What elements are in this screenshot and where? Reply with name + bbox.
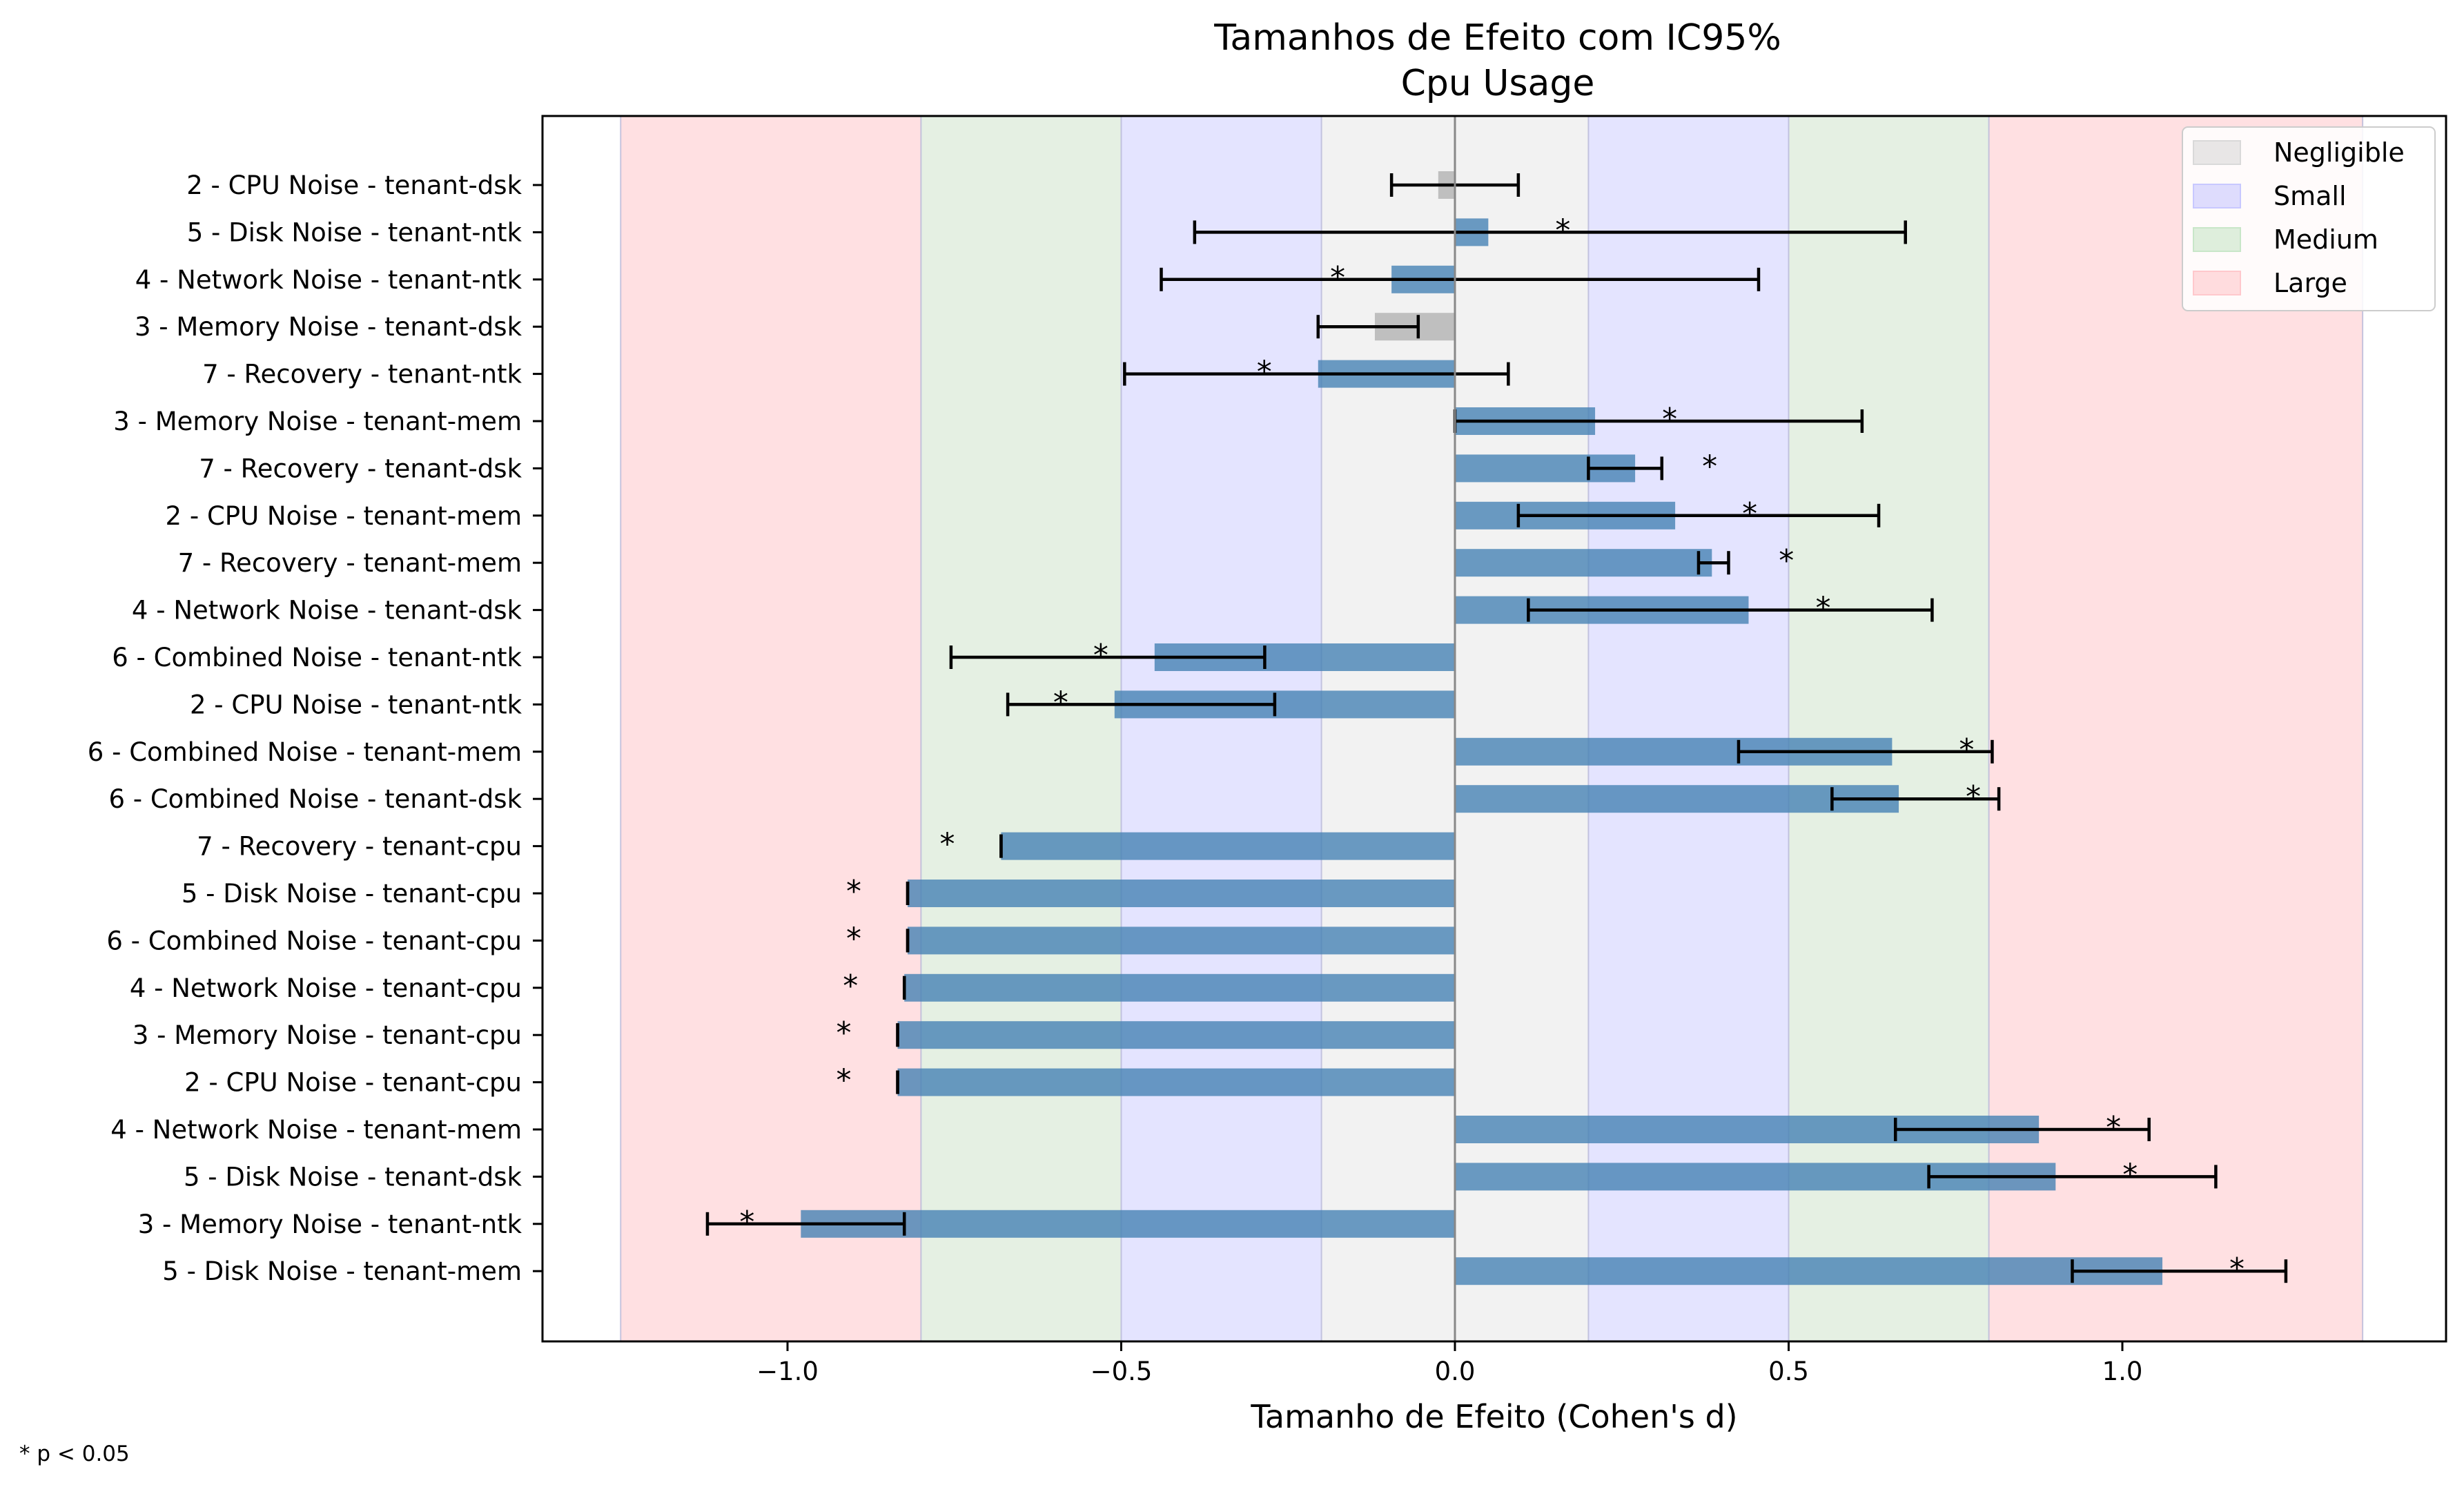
- x-axis: −1.0 −0.5 0.0 0.5 1.0: [756, 1341, 2142, 1386]
- x-tick-label: 1.0: [2102, 1357, 2143, 1386]
- y-tick-label: 3 - Memory Noise - tenant-mem: [113, 407, 522, 436]
- y-tick-label: 3 - Memory Noise - tenant-ntk: [138, 1210, 522, 1239]
- significance-asterisk: *: [1702, 449, 1717, 484]
- effect-bands: [620, 116, 2364, 1341]
- chart-subtitle: Cpu Usage: [1401, 63, 1595, 104]
- band-small: [1588, 116, 1789, 1341]
- legend-swatch-medium: [2193, 227, 2241, 252]
- significance-asterisk: *: [846, 921, 861, 956]
- y-tick-label: 5 - Disk Noise - tenant-cpu: [182, 879, 522, 909]
- y-tick-label: 6 - Combined Noise - tenant-dsk: [108, 784, 522, 814]
- y-tick-label: 2 - CPU Noise - tenant-mem: [166, 501, 522, 531]
- y-tick-label: 6 - Combined Noise - tenant-cpu: [106, 926, 522, 955]
- bar: [801, 1210, 1455, 1238]
- legend: Negligible Small Medium Large: [2182, 126, 2436, 311]
- y-tick-label: 7 - Recovery - tenant-cpu: [197, 832, 522, 862]
- legend-swatch-large: [2193, 271, 2241, 295]
- bars: [801, 171, 2163, 1285]
- bar: [1455, 1257, 2163, 1285]
- x-tick-label: −1.0: [756, 1357, 819, 1386]
- significance-markers: **********************: [739, 213, 2245, 1287]
- significance-asterisk: *: [1555, 213, 1570, 248]
- y-tick-label: 4 - Network Noise - tenant-dsk: [132, 596, 522, 625]
- band-medium: [921, 116, 1122, 1341]
- significance-asterisk: *: [1742, 496, 1757, 532]
- significance-asterisk: *: [1053, 685, 1068, 720]
- y-tick-label: 4 - Network Noise - tenant-cpu: [130, 973, 522, 1003]
- significance-asterisk: *: [2106, 1110, 2121, 1145]
- significance-asterisk: *: [846, 874, 861, 909]
- significance-footnote: * p < 0.05: [19, 1442, 130, 1466]
- y-tick-label: 4 - Network Noise - tenant-mem: [110, 1115, 522, 1145]
- bar: [904, 973, 1455, 1002]
- legend-label-medium: Medium: [2274, 224, 2378, 255]
- plot-frame: [541, 115, 2447, 1343]
- band-medium: [1788, 116, 1989, 1341]
- bar: [897, 1021, 1455, 1049]
- y-tick-label: 7 - Recovery - tenant-ntk: [202, 360, 522, 389]
- y-tick-label: 5 - Disk Noise - tenant-dsk: [184, 1162, 522, 1192]
- significance-asterisk: *: [2229, 1252, 2245, 1287]
- y-tick-label: 6 - Combined Noise - tenant-mem: [88, 737, 522, 767]
- legend-label-large: Large: [2274, 268, 2347, 298]
- x-tick-label: 0.0: [1435, 1357, 1476, 1386]
- significance-asterisk: *: [1662, 402, 1677, 437]
- significance-asterisk: *: [1779, 543, 1794, 579]
- band-small: [1121, 116, 1322, 1341]
- confidence-intervals: [705, 173, 2288, 1283]
- y-tick-label: 2 - CPU Noise - tenant-dsk: [186, 171, 522, 200]
- legend-swatch-small: [2193, 184, 2241, 208]
- y-tick-label: 3 - Memory Noise - tenant-dsk: [135, 312, 522, 342]
- significance-asterisk: *: [739, 1205, 754, 1240]
- chart-title: Tamanhos de Efeito com IC95%: [1213, 17, 1781, 59]
- band-large: [620, 116, 921, 1341]
- significance-asterisk: *: [2122, 1157, 2138, 1192]
- bar: [908, 880, 1455, 907]
- x-tick-label: −0.5: [1091, 1357, 1153, 1386]
- significance-asterisk: *: [837, 1063, 852, 1098]
- significance-asterisk: *: [1966, 779, 1981, 815]
- significance-asterisk: *: [837, 1016, 852, 1051]
- bar: [908, 926, 1455, 955]
- y-tick-label: 7 - Recovery - tenant-dsk: [199, 454, 522, 483]
- band-large: [1988, 116, 2363, 1341]
- y-axis: 2 - CPU Noise - tenant-dsk 5 - Disk Noise…: [88, 171, 542, 1286]
- y-tick-label: 2 - CPU Noise - tenant-ntk: [190, 690, 522, 719]
- significance-asterisk: *: [1330, 260, 1345, 295]
- y-tick-label: 3 - Memory Noise - tenant-cpu: [133, 1020, 522, 1050]
- significance-asterisk: *: [1815, 591, 1830, 626]
- y-tick-label: 4 - Network Noise - tenant-ntk: [135, 265, 522, 295]
- legend-label-negligible: Negligible: [2274, 137, 2405, 168]
- bar: [1455, 549, 1712, 577]
- bar: [1001, 832, 1455, 860]
- bar: [897, 1068, 1455, 1096]
- significance-asterisk: *: [1959, 732, 1974, 768]
- legend-label-small: Small: [2274, 181, 2347, 211]
- significance-asterisk: *: [1257, 355, 1272, 390]
- significance-asterisk: *: [939, 827, 955, 862]
- x-axis-label: Tamanho de Efeito (Cohen's d): [1250, 1398, 1737, 1435]
- y-tick-label: 7 - Recovery - tenant-mem: [178, 548, 522, 578]
- significance-asterisk: *: [1093, 638, 1108, 673]
- bar: [1455, 785, 1899, 813]
- y-tick-label: 5 - Disk Noise - tenant-mem: [162, 1256, 522, 1286]
- legend-box: [2182, 126, 2436, 311]
- significance-asterisk: *: [843, 969, 858, 1004]
- y-tick-label: 2 - CPU Noise - tenant-cpu: [184, 1068, 522, 1098]
- legend-swatch-negligible: [2193, 140, 2241, 165]
- x-tick-label: 0.5: [1768, 1357, 1809, 1386]
- y-tick-label: 5 - Disk Noise - tenant-ntk: [187, 217, 522, 247]
- y-tick-label: 6 - Combined Noise - tenant-ntk: [112, 643, 522, 672]
